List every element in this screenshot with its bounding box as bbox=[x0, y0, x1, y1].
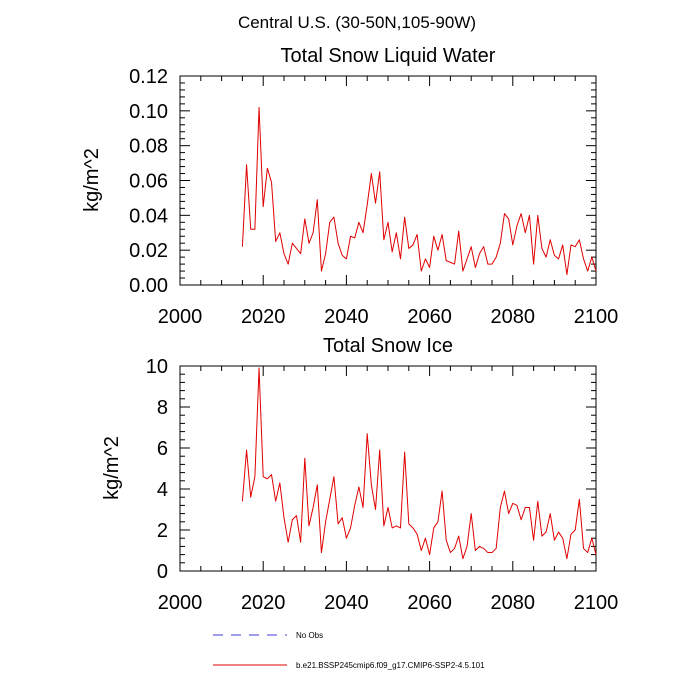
y-tick-label: 0.08 bbox=[129, 136, 168, 158]
figure-title: Central U.S. (30-50N,105-90W) bbox=[238, 13, 476, 32]
x-tick-label: 2080 bbox=[491, 306, 536, 328]
panel-snow-liquid-water: Total Snow Liquid Water kg/m^2 2000 2020 2… bbox=[81, 45, 618, 328]
y-tick-label: 2 bbox=[157, 520, 168, 542]
x-tick-label: 2100 bbox=[574, 592, 619, 614]
y-tick-label: 0.06 bbox=[129, 171, 168, 193]
y-tick-label: 0.04 bbox=[129, 205, 168, 227]
x-tick-label: 2060 bbox=[407, 592, 452, 614]
y-tick-label: 0.00 bbox=[129, 275, 168, 297]
y-tick-label: 10 bbox=[146, 356, 168, 378]
y-axis-label: kg/m^2 bbox=[101, 436, 123, 500]
legend: No Obs b.e21.BSSP245cmip6.f09_g17.CMIP6-… bbox=[213, 631, 485, 670]
x-tick-label: 2100 bbox=[574, 306, 619, 328]
panel-snow-ice: Total Snow Ice kg/m^2 2000 2020 2040 2060 20… bbox=[101, 335, 618, 614]
panel-title: Total Snow Liquid Water bbox=[281, 45, 496, 67]
y-tick-label: 6 bbox=[157, 438, 168, 460]
plot-frame bbox=[179, 75, 597, 286]
legend-label-model: b.e21.BSSP245cmip6.f09_g17.CMIP6-SSP2-4.… bbox=[296, 661, 485, 670]
x-tick-label: 2020 bbox=[241, 306, 286, 328]
legend-label-no-obs: No Obs bbox=[296, 631, 323, 640]
series-line bbox=[241, 367, 597, 560]
x-tick-label: 2060 bbox=[407, 306, 452, 328]
x-tick-label: 2020 bbox=[241, 592, 286, 614]
panel-title: Total Snow Ice bbox=[323, 335, 453, 357]
x-tick-label: 2000 bbox=[158, 306, 203, 328]
series-line bbox=[241, 106, 597, 276]
x-tick-label: 2080 bbox=[491, 592, 536, 614]
y-tick-label: 0.02 bbox=[129, 240, 168, 262]
y-tick-label: 8 bbox=[157, 397, 168, 419]
x-tick-label: 2040 bbox=[324, 306, 369, 328]
y-axis-label: kg/m^2 bbox=[81, 148, 103, 212]
y-tick-label: 4 bbox=[157, 479, 168, 501]
x-tick-label: 2040 bbox=[324, 592, 369, 614]
x-tick-label: 2000 bbox=[158, 592, 203, 614]
y-tick-label: 0.10 bbox=[129, 101, 168, 123]
y-tick-label: 0 bbox=[157, 561, 168, 583]
y-tick-label: 0.12 bbox=[129, 66, 168, 88]
